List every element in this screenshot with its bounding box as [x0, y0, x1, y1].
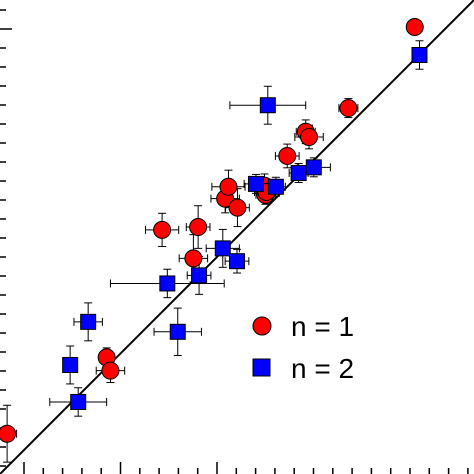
data-point-square: [290, 165, 307, 182]
data-point-square: [159, 275, 176, 292]
data-point-square: [247, 175, 264, 192]
data-point-square: [267, 178, 284, 195]
data-point-circle: [189, 218, 208, 237]
data-point-square: [411, 46, 428, 63]
data-point-square: [70, 393, 87, 410]
data-point-circle: [0, 424, 17, 443]
data-point-circle: [184, 249, 203, 268]
legend-label-n2: n = 2: [291, 353, 354, 384]
data-point-square: [191, 267, 208, 284]
data-point-circle: [228, 198, 247, 217]
data-point-square: [305, 159, 322, 176]
data-point-square: [80, 313, 97, 330]
data-point-circle: [101, 361, 120, 380]
data-point-circle: [219, 177, 238, 196]
legend-label-n1: n = 1: [291, 311, 354, 342]
data-point-circle: [339, 99, 358, 118]
data-point-square: [169, 323, 186, 340]
data-point-circle: [300, 127, 319, 146]
data-point-square: [214, 240, 231, 257]
data-point-square: [259, 97, 276, 114]
data-point-circle: [278, 146, 297, 165]
legend-marker-n2: [252, 358, 271, 377]
axis-ticks: [0, 9, 469, 474]
data-point-square: [62, 356, 79, 373]
data-point-circle: [405, 18, 424, 37]
data-point-square: [229, 253, 245, 270]
data-point-circle: [153, 220, 172, 239]
data-markers: [0, 18, 428, 443]
legend: n = 1 n = 2: [252, 311, 354, 384]
legend-marker-n1: [252, 316, 272, 336]
